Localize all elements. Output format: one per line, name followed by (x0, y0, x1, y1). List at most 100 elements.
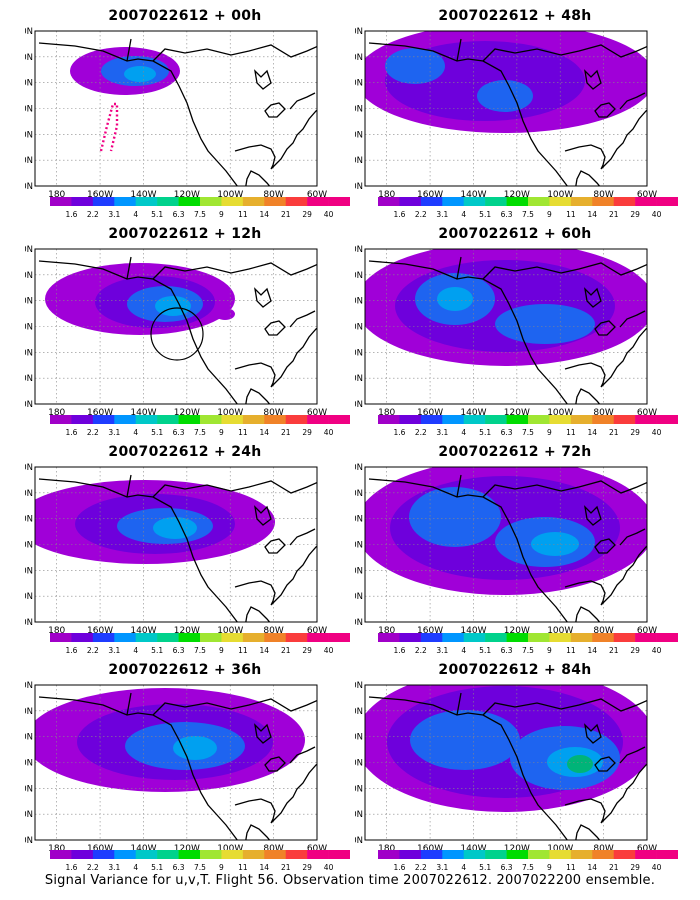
panel-title: 2007022612 + 12h (108, 226, 262, 242)
lon-tick-label: 120W (174, 190, 200, 200)
colorbar-label: 4 (133, 210, 138, 219)
colorbar-swatch (157, 415, 179, 424)
colorbar-swatch (92, 415, 115, 424)
colorbar-swatch (200, 415, 222, 424)
lat-tick-label: 20N (25, 156, 33, 166)
colorbar-label: 14 (588, 863, 598, 872)
plot-frame (364, 30, 648, 187)
variance-contour (124, 66, 156, 82)
colorbar-swatch (200, 633, 222, 642)
colorbar-swatch (378, 633, 400, 642)
lon-tick-label: 140W (460, 844, 486, 854)
plot-frame (364, 248, 648, 405)
colorbar-label: 29 (630, 646, 640, 655)
colorbar: 1.6 2.2 3.1 4 5.1 6.3 7.5 9 11 14 21 29 40 (50, 633, 351, 659)
colorbar-swatch (506, 850, 529, 859)
colorbar-swatch (114, 197, 137, 206)
colorbar-label: 21 (609, 863, 619, 872)
colorbar-label: 1.6 (393, 428, 405, 437)
lat-tick-label: 30N (355, 348, 363, 358)
colorbar-swatch (50, 415, 72, 424)
colorbar-swatch (656, 633, 679, 642)
colorbar-swatch (506, 415, 529, 424)
colorbar-label: 21 (609, 428, 619, 437)
lat-tick-label: 40N (355, 541, 363, 551)
colorbar-label: 14 (588, 210, 598, 219)
panel-60h: 2007022612 + 60h 70N 60N 50N 40N 30N 20N 10N 18… (355, 226, 675, 436)
variance-contour (385, 48, 445, 84)
colorbar-swatch (528, 633, 550, 642)
colorbar-swatch (420, 197, 443, 206)
colorbar-swatch (221, 850, 244, 859)
lon-tick-label: 120W (504, 626, 530, 636)
lon-tick-label: 180 (378, 844, 395, 854)
lon-tick-label: 80W (593, 408, 613, 418)
lat-tick-label: 50N (355, 733, 363, 743)
lon-tick-label: 160W (417, 626, 443, 636)
colorbar-swatch (285, 415, 308, 424)
colorbar-swatch (50, 850, 72, 859)
colorbar-label: 4 (461, 210, 466, 219)
colorbar-label: 7.5 (522, 646, 534, 655)
colorbar-swatch (528, 197, 550, 206)
colorbar-swatch (178, 415, 201, 424)
colorbar-swatch (420, 415, 443, 424)
colorbar-label: 21 (281, 863, 291, 872)
colorbar-swatch (285, 633, 308, 642)
colorbar-label: 3.1 (436, 210, 448, 219)
lat-tick-label: 30N (355, 784, 363, 794)
colorbar-label: 7.5 (522, 210, 534, 219)
colorbar-label: 1.6 (393, 210, 405, 219)
lon-tick-label: 120W (174, 844, 200, 854)
colorbar-swatch (635, 850, 657, 859)
variance-field (365, 685, 647, 812)
lon-tick-label: 100W (547, 408, 573, 418)
colorbar-label: 29 (630, 863, 640, 872)
variance-contour (155, 296, 191, 316)
colorbar-swatch (114, 415, 137, 424)
lon-tick-label: 140W (460, 626, 486, 636)
colorbar-label: 4 (133, 646, 138, 655)
colorbar-swatch (307, 850, 329, 859)
panel-title: 2007022612 + 00h (108, 8, 262, 24)
lon-tick-label: 60W (637, 626, 657, 636)
colorbar-swatch (528, 415, 550, 424)
colorbar-label: 21 (281, 210, 291, 219)
colorbar-label: 40 (324, 428, 334, 437)
lat-tick-label: 50N (25, 297, 33, 307)
colorbar-swatch (656, 197, 679, 206)
lat-tick-label: 20N (25, 374, 33, 384)
plot-frame (34, 30, 318, 187)
colorbar-swatch (178, 633, 201, 642)
lon-tick-label: 80W (263, 190, 283, 200)
colorbar-swatch (307, 415, 329, 424)
lat-tick-label: 20N (25, 592, 33, 602)
colorbar-swatch (570, 850, 593, 859)
lat-tick-label: 10N (355, 836, 363, 846)
colorbar-label: 6.3 (173, 428, 185, 437)
lat-tick-label: 60N (25, 489, 33, 499)
coastline (38, 38, 317, 186)
colorbar-label: 40 (652, 210, 662, 219)
lon-tick-label: 100W (547, 190, 573, 200)
lon-tick-label: 180 (48, 408, 65, 418)
colorbar-label: 9 (547, 210, 552, 219)
colorbar-label: 40 (324, 646, 334, 655)
lon-tick-label: 100W (217, 408, 243, 418)
colorbar-label: 29 (302, 428, 312, 437)
lon-tick-label: 160W (417, 844, 443, 854)
colorbar-swatch (50, 633, 72, 642)
lon-tick-label: 140W (130, 408, 156, 418)
colorbar-label: 11 (566, 428, 576, 437)
colorbar-swatch (656, 850, 679, 859)
colorbar-label: 11 (238, 863, 248, 872)
lon-tick-label: 60W (637, 844, 657, 854)
colorbar-swatch (570, 197, 593, 206)
colorbar-label: 9 (219, 863, 224, 872)
grid (35, 685, 317, 840)
lat-tick-label: 20N (355, 374, 363, 384)
lon-tick-label: 180 (378, 190, 395, 200)
colorbar-swatch (157, 197, 179, 206)
lat-tick-label: 60N (355, 707, 363, 717)
lat-tick-label: 50N (25, 79, 33, 89)
